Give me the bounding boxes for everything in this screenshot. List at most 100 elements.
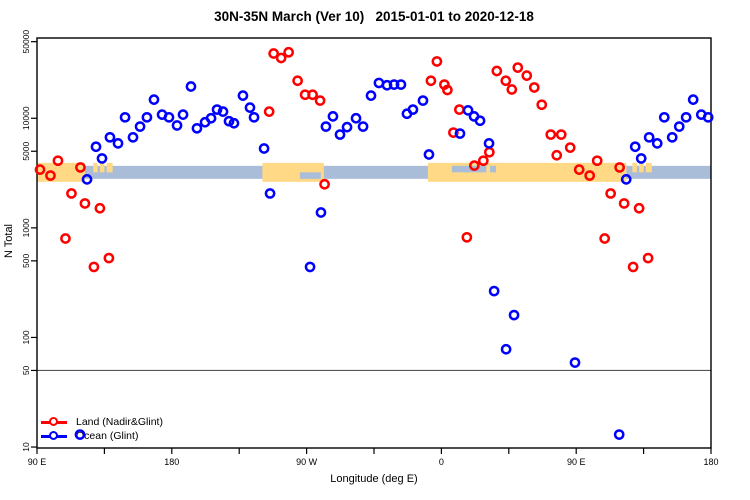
data-point-land	[591, 155, 603, 167]
data-point-land	[573, 164, 585, 175]
data-point-ocean	[468, 111, 480, 122]
data-point-land	[307, 89, 318, 101]
land-patch	[93, 162, 98, 173]
data-point-land	[88, 261, 100, 273]
data-point-ocean	[304, 261, 316, 273]
data-point-ocean	[119, 111, 131, 123]
data-point-ocean	[620, 174, 632, 185]
y-tick-label: 100	[21, 330, 31, 344]
data-point-land	[536, 99, 548, 111]
data-point-ocean	[629, 141, 641, 153]
data-point-land	[263, 106, 275, 117]
data-point-land	[627, 261, 639, 273]
data-point-ocean	[177, 109, 189, 120]
data-point-ocean	[185, 81, 197, 92]
data-point-land	[555, 129, 567, 140]
data-point-land	[319, 178, 330, 190]
data-point-ocean	[334, 129, 346, 140]
data-point-ocean	[651, 138, 663, 149]
data-point-ocean	[141, 111, 153, 123]
land-strip-segment	[427, 162, 627, 182]
data-point-land	[431, 56, 443, 67]
ocean-notch	[490, 165, 497, 173]
y-tick-label: 500	[21, 253, 31, 267]
ocean-strip	[37, 165, 711, 179]
data-point-land	[633, 202, 645, 214]
x-tick-label: 180	[164, 457, 179, 467]
land-strip-segment	[262, 162, 324, 182]
data-point-land	[34, 164, 46, 175]
data-point-ocean	[258, 143, 270, 154]
data-point-ocean	[134, 121, 146, 132]
data-point-ocean	[350, 112, 362, 124]
data-point-ocean	[401, 108, 413, 120]
data-point-land	[442, 84, 453, 96]
data-point-ocean	[488, 285, 500, 297]
data-point-land	[618, 198, 630, 209]
data-point-ocean	[643, 131, 655, 143]
data-point-ocean	[365, 90, 377, 101]
data-point-ocean	[395, 79, 407, 90]
data-point-land	[45, 170, 56, 181]
data-point-land	[79, 198, 91, 209]
data-point-ocean	[156, 109, 168, 120]
data-point-ocean	[417, 95, 429, 106]
data-point-ocean	[223, 115, 235, 127]
data-point-ocean	[569, 357, 581, 368]
data-point-land	[614, 162, 625, 173]
data-point-land	[564, 142, 576, 153]
chart-title: 30N-35N March (Ver 10) 2015-01-01 to 202…	[214, 9, 534, 24]
y-tick-label: 10	[21, 442, 31, 452]
data-point-ocean	[695, 109, 707, 120]
data-point-ocean	[217, 106, 229, 117]
legend-row-ocean: Ocean (Glint)	[41, 429, 163, 443]
y-axis-title: N Total	[3, 223, 15, 259]
x-tick-label: 0	[439, 457, 444, 467]
data-point-ocean	[244, 102, 256, 113]
land-patch	[632, 162, 637, 173]
data-point-ocean	[423, 149, 435, 160]
data-point-land	[439, 79, 450, 90]
land-patch	[106, 162, 113, 173]
data-point-land	[299, 89, 311, 101]
data-point-land	[461, 231, 473, 243]
data-point-land	[469, 160, 480, 171]
data-point-ocean	[500, 343, 512, 355]
data-point-ocean	[462, 105, 474, 116]
data-point-ocean	[357, 121, 369, 132]
data-point-ocean	[237, 90, 249, 101]
data-point-ocean	[454, 128, 466, 139]
y-tick-label: 5000	[21, 142, 31, 161]
data-point-ocean	[702, 111, 714, 123]
data-point-ocean	[315, 207, 327, 218]
data-point-land	[605, 188, 616, 199]
data-point-ocean	[104, 131, 116, 143]
legend-marker-ocean	[41, 431, 67, 441]
data-point-land	[512, 62, 524, 73]
data-point-ocean	[474, 115, 486, 127]
legend-ring-land	[49, 417, 58, 426]
data-point-ocean	[81, 174, 93, 185]
data-point-land	[66, 188, 77, 199]
data-point-ocean	[666, 131, 678, 143]
data-point-ocean	[191, 122, 203, 134]
x-tick-label: 90 E	[28, 457, 47, 467]
data-point-land	[425, 75, 437, 87]
data-point-land	[521, 70, 533, 81]
data-point-ocean	[211, 104, 223, 115]
data-point-ocean	[96, 153, 108, 164]
legend-row-land: Land (Nadir&Glint)	[41, 415, 163, 429]
legend-label-ocean: Ocean (Glint)	[76, 430, 139, 442]
land-patch	[639, 162, 644, 173]
ocean-notch	[451, 165, 487, 173]
land-patch	[99, 162, 105, 173]
data-point-land	[268, 48, 279, 59]
data-point-ocean	[388, 79, 400, 90]
x-tick-label: 180	[703, 457, 718, 467]
data-point-ocean	[673, 121, 685, 132]
legend-label-land: Land (Nadir&Glint)	[76, 416, 163, 428]
data-point-land	[75, 162, 86, 173]
data-point-ocean	[320, 121, 332, 132]
data-point-land	[283, 46, 294, 58]
